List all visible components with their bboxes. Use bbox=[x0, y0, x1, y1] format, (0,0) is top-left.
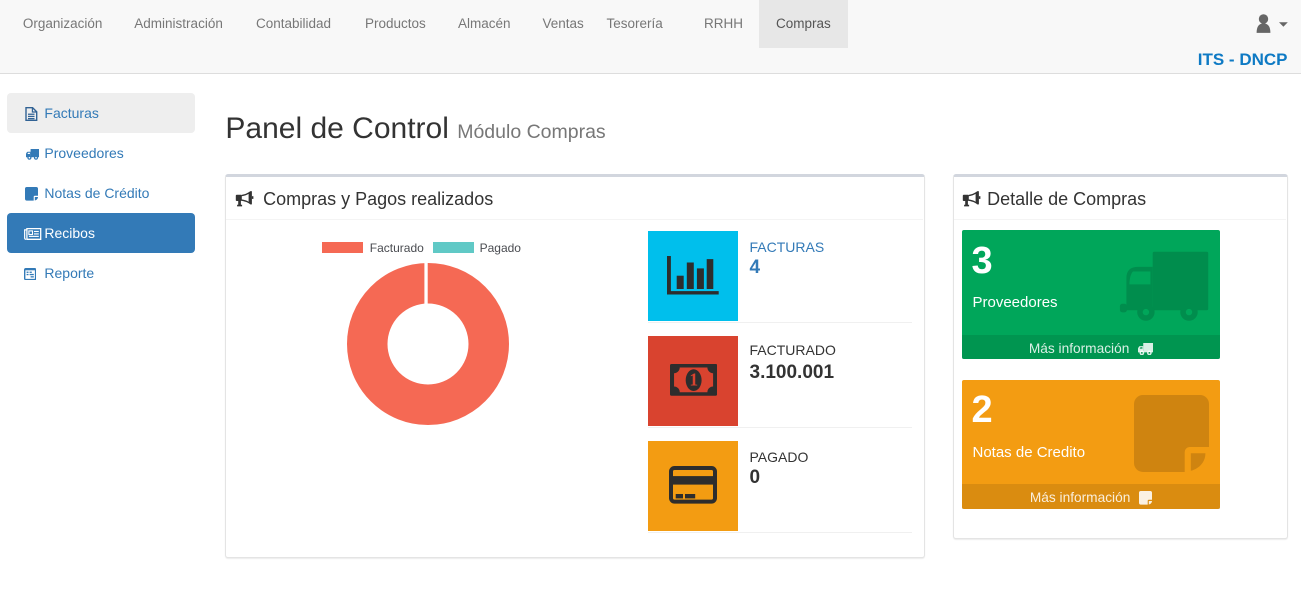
svg-text:1: 1 bbox=[689, 370, 698, 390]
